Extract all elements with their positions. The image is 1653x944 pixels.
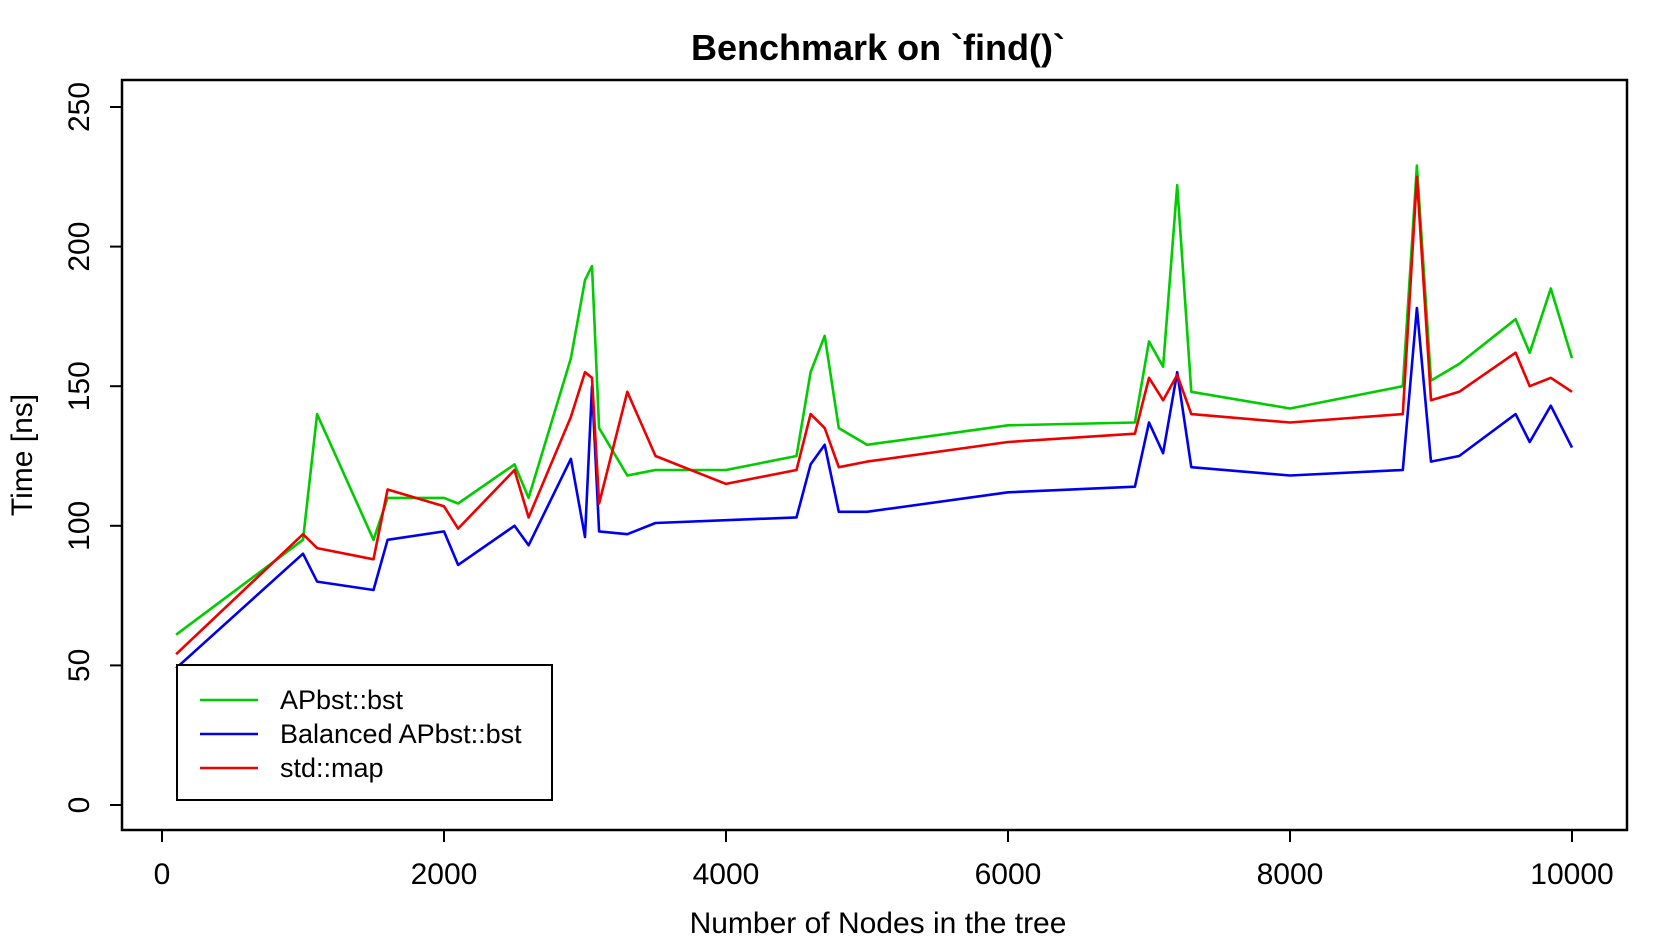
series-layer xyxy=(175,164,1574,670)
series-line-1 xyxy=(175,306,1574,670)
y-tick-label-4: 200 xyxy=(63,222,96,272)
plot-frame xyxy=(120,78,1629,832)
x-tick-label-2: 4000 xyxy=(693,858,760,891)
series-line-2 xyxy=(175,175,1573,656)
x-axis: 0 2000 4000 6000 8000 10000 xyxy=(154,830,1614,891)
x-tick-label-4: 8000 xyxy=(1257,858,1324,891)
legend-label-1: Balanced APbst::bst xyxy=(280,719,522,749)
series-line-0 xyxy=(175,164,1574,636)
x-tick-label-3: 6000 xyxy=(975,858,1042,891)
x-axis-label: Number of Nodes in the tree xyxy=(690,907,1067,940)
x-tick-label-1: 2000 xyxy=(411,858,478,891)
x-tick-label-5: 10000 xyxy=(1530,858,1613,891)
chart-title: Benchmark on `find()` xyxy=(691,27,1065,68)
y-tick-label-2: 100 xyxy=(63,501,96,551)
legend-label-2: std::map xyxy=(280,753,384,783)
y-tick-label-5: 250 xyxy=(63,82,96,132)
y-axis-label: Time [ns] xyxy=(6,394,39,516)
y-tick-label-0: 0 xyxy=(63,797,96,814)
legend-box xyxy=(176,664,553,801)
y-tick-label-3: 150 xyxy=(63,361,96,411)
x-tick-label-0: 0 xyxy=(154,858,171,891)
y-axis: 0 50 100 150 200 250 xyxy=(63,82,122,813)
legend-label-0: APbst::bst xyxy=(280,685,404,715)
y-tick-label-1: 50 xyxy=(63,649,96,682)
